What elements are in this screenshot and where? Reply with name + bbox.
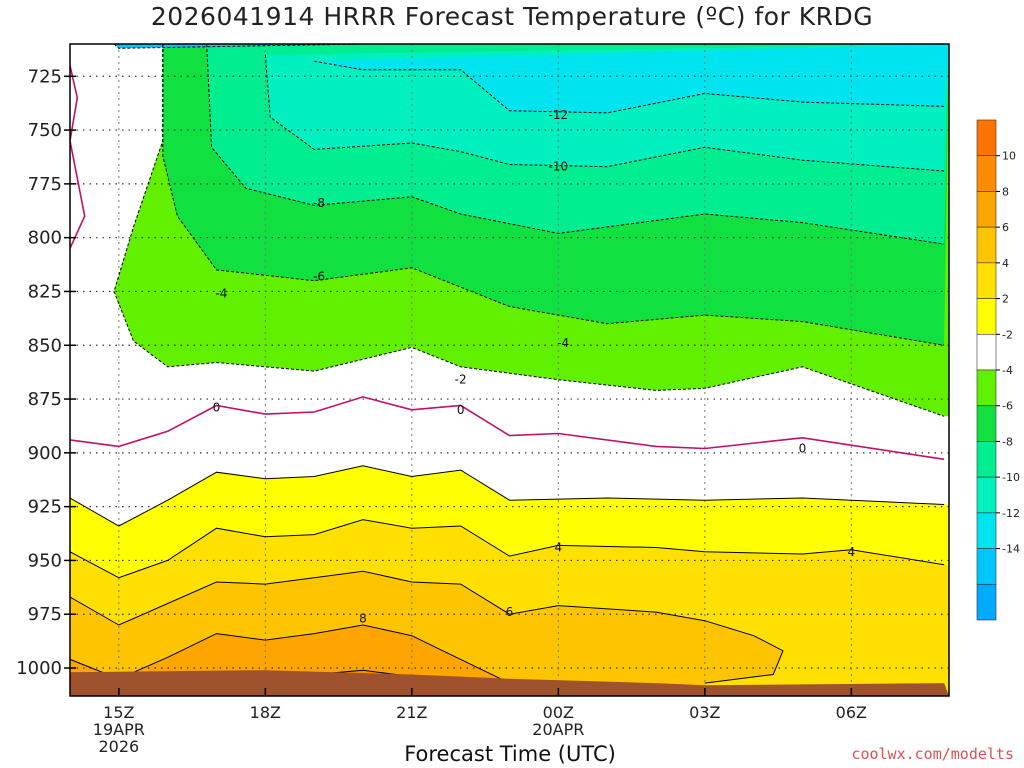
colorbar-swatch — [976, 119, 997, 157]
contour-6 — [70, 570, 784, 684]
contour-label: 4 — [848, 545, 856, 559]
colorbar-swatch — [976, 476, 997, 514]
x-tick-label: 18Z — [250, 703, 281, 722]
y-axis: 725 750 775 800 825 850 875 900 925 950 975 1000 — [16, 66, 76, 679]
colorbar-tick-label: 8 — [1002, 185, 1009, 198]
colorbar-swatch — [976, 155, 997, 192]
contour--6 — [162, 44, 945, 346]
band-below-minus12 — [314, 44, 949, 113]
colorbar-swatch — [976, 191, 997, 228]
contour-label: 8 — [359, 612, 367, 626]
y-tick-label: 825 — [28, 281, 62, 302]
y-tick-label: 725 — [28, 66, 62, 87]
contour-label: -4 — [557, 336, 569, 350]
contour--4 — [113, 44, 945, 417]
contour-label: 0 — [213, 401, 221, 415]
y-tick-label: 925 — [28, 497, 62, 518]
colorbar-tick-label: 4 — [1002, 257, 1009, 270]
colorbar-swatch — [976, 583, 997, 621]
temperature-bands — [70, 44, 949, 696]
colorbar-swatch — [976, 369, 997, 407]
colorbar-swatch — [976, 333, 997, 371]
y-tick-label: 800 — [28, 228, 62, 249]
gridlines — [70, 44, 949, 696]
x-tick-label: 21Z — [396, 703, 427, 722]
colorbar-swatch — [976, 262, 997, 299]
contour-4 — [70, 519, 945, 579]
contour-8 — [70, 624, 510, 684]
colorbar-swatch — [976, 512, 997, 549]
contour-label: 6 — [506, 605, 514, 619]
y-tick-label: 1000 — [16, 658, 62, 679]
colorbar-tick-label: -14 — [1002, 543, 1020, 556]
y-tick-label: 900 — [28, 443, 62, 464]
contour-label: 4 — [555, 541, 563, 555]
contour-labels: -12 -10 -8 -6 -4 -4 -2 0 0 0 4 4 6 8 — [213, 108, 856, 626]
contour-label: -6 — [313, 269, 325, 283]
contour-2 — [70, 465, 945, 527]
contour-label: 0 — [457, 403, 465, 417]
contour-0-upper — [70, 65, 86, 249]
y-tick-label: 975 — [28, 604, 62, 625]
colorbar-swatch — [976, 405, 997, 442]
colorbar-swatch — [976, 226, 997, 264]
colorbar-tick-label: -6 — [1002, 400, 1013, 413]
y-tick-label: 875 — [28, 389, 62, 410]
x-tick-label: 2026 — [98, 737, 139, 756]
x-tick-label: 03Z — [689, 703, 720, 722]
y-tick-label: 850 — [28, 335, 62, 356]
contour-label: -8 — [313, 196, 325, 210]
colorbar-tick-label: -8 — [1002, 435, 1013, 448]
x-tick-label: 19APR — [93, 720, 145, 739]
colorbar-tick-label: -12 — [1002, 507, 1020, 520]
colorbar-swatch — [976, 441, 997, 478]
colorbar-swatch — [976, 298, 997, 335]
colorbar-tick-label: 6 — [1002, 221, 1009, 234]
ground-surface — [70, 670, 949, 696]
colorbar-tick-label: -2 — [1002, 328, 1013, 341]
contour-label: -12 — [549, 108, 569, 122]
contour-0 — [70, 396, 945, 461]
x-tick-label: 00Z — [543, 703, 574, 722]
colorbar-tick-label: -4 — [1002, 364, 1013, 377]
contour-lines — [70, 44, 945, 686]
ground-fill — [70, 670, 949, 696]
chart-title: 2026041914 HRRR Forecast Temperature (ºC… — [150, 2, 874, 31]
x-axis-label: Forecast Time (UTC) — [404, 742, 616, 766]
contour-label: 0 — [799, 442, 807, 456]
contour-label: -10 — [549, 160, 569, 174]
contour--12 — [314, 60, 945, 114]
y-tick-label: 950 — [28, 550, 62, 571]
colorbar: 10 8 6 4 2 -2 -4 -6 -8 -10 -12 -14 — [976, 119, 1020, 621]
plot-frame — [69, 43, 950, 697]
colorbar-swatch — [976, 548, 997, 585]
contour-label: -2 — [455, 373, 467, 387]
colorbar-tick-label: 2 — [1002, 293, 1009, 306]
x-tick-label: 20APR — [532, 720, 584, 739]
contour--8 — [206, 44, 945, 245]
contour--10 — [264, 54, 945, 172]
credit-text: coolwx.com/modelts — [851, 745, 1014, 763]
colorbar-tick-label: 10 — [1002, 150, 1016, 163]
x-tick-label: 15Z — [103, 703, 134, 722]
y-tick-label: 750 — [28, 120, 62, 141]
plot-border — [69, 43, 950, 697]
contour-label: -4 — [215, 287, 227, 301]
y-tick-label: 775 — [28, 174, 62, 195]
x-tick-label: 06Z — [836, 703, 867, 722]
colorbar-tick-label: -10 — [1002, 471, 1020, 484]
